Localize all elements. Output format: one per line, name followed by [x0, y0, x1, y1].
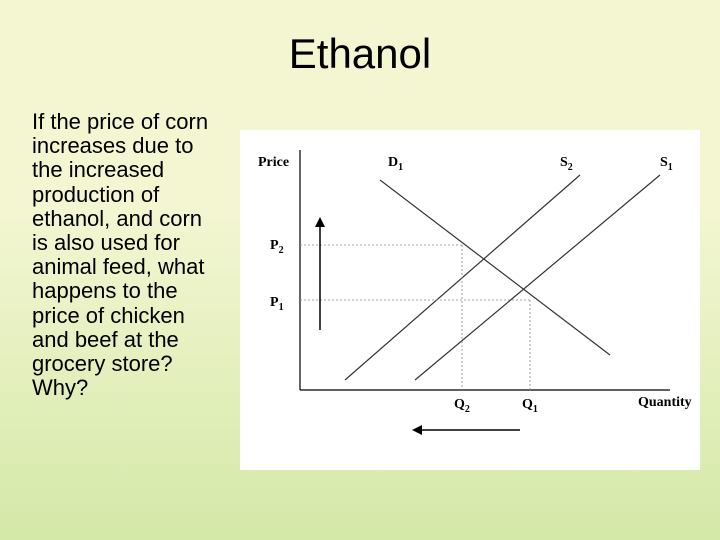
supply-demand-chart: Price Quantity P1 P2 Q1 Q2 D1 S1 S2 — [240, 130, 700, 470]
q2-label: Q2 — [454, 397, 470, 415]
page-title: Ethanol — [0, 30, 720, 78]
s1-label: S1 — [660, 155, 673, 173]
supply-curve-s2 — [345, 175, 580, 380]
price-arrow-head-icon — [315, 217, 325, 227]
p1-label: P1 — [270, 295, 284, 313]
chart-svg — [240, 130, 700, 470]
quantity-axis-label: Quantity — [638, 395, 692, 411]
question-text: If the price of corn increases due to th… — [32, 110, 222, 400]
d1-label: D1 — [388, 155, 403, 173]
supply-curve-s1 — [415, 175, 660, 380]
q1-label: Q1 — [522, 397, 538, 415]
quantity-arrow-head-icon — [412, 425, 422, 435]
demand-curve-d1 — [380, 180, 610, 355]
s2-label: S2 — [560, 155, 573, 173]
p2-label: P2 — [270, 238, 284, 256]
price-axis-label: Price — [258, 155, 289, 171]
